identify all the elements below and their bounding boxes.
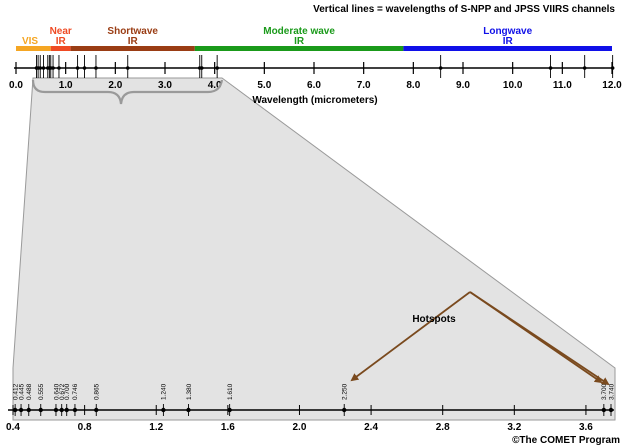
detail-channel-label: 0.746 (72, 383, 79, 400)
band-bar-nir (50, 46, 71, 51)
top-tick-label: 6.0 (307, 80, 321, 91)
top-channel-dot (94, 66, 98, 70)
detail-tick-label: 2.0 (293, 422, 307, 433)
zoom-brace (31, 79, 224, 105)
detail-channel-label: 3.700 (601, 383, 608, 400)
detail-tick-label: 1.2 (149, 422, 163, 433)
detail-channel-label: 0.640 (53, 383, 60, 400)
top-channel-dot (82, 66, 87, 70)
detail-channel-label: 0.488 (26, 383, 33, 400)
detail-channel-label: 3.740 (608, 383, 615, 400)
band-label-nir: Near (50, 26, 72, 37)
top-channel-dot (215, 66, 219, 70)
top-tick-label: 9.0 (456, 80, 470, 91)
detail-tick-label: 1.6 (221, 422, 235, 433)
detail-channel-label: 0.865 (94, 383, 101, 400)
top-channel-dot (51, 66, 55, 70)
header-note: Vertical lines = wavelengths of S-NPP an… (313, 4, 615, 15)
detail-channel-dot (38, 407, 43, 413)
arrow-to-2250 (350, 291, 471, 382)
top-channel-dot (41, 66, 46, 70)
detail-channel-dot (18, 407, 24, 413)
detail-channel-label: 0.412 (12, 383, 19, 400)
band-sublabel-nir: IR (56, 36, 67, 47)
band-bar-vis (16, 46, 51, 51)
top-tick-label: 2.0 (108, 80, 122, 91)
band-bar-swir (70, 46, 195, 51)
hotspot-arrows (350, 291, 610, 386)
band-sublabel-mwir: IR (294, 36, 305, 47)
band-label-mwir: Moderate wave (263, 26, 335, 37)
zoom-region (12, 77, 616, 421)
detail-channel-dot (12, 407, 18, 413)
detail-tick-label: 3.6 (579, 422, 593, 433)
band-sublabel-swir: IR (128, 36, 139, 47)
detail-channel-label: 0.672 (59, 383, 66, 400)
top-tick-label: 10.0 (503, 80, 523, 91)
detail-channel-label: 1.240 (161, 383, 168, 400)
band-label-vis: VIS (22, 36, 38, 47)
detail-channel-dot (601, 407, 607, 413)
detail-tick-label: 3.2 (507, 422, 521, 433)
detail-channel-dot (59, 407, 64, 413)
top-tick-label: 5.0 (257, 80, 271, 91)
detail-tick-label: 0.4 (6, 422, 20, 433)
top-tick-label: 1.0 (59, 80, 73, 91)
top-wavelength-axis: 0.0 1.0 2.0 3.0 4.0 5.0 6.0 7.0 8.0 9.0 10.0 11.0 12… (9, 55, 622, 91)
copyright: ©The COMET Program (512, 435, 620, 446)
detail-channel-dot (72, 407, 78, 413)
detail-channel-dot (53, 407, 59, 413)
top-channel-dot (125, 66, 130, 70)
detail-channel-dot (186, 407, 191, 413)
arrow-to-3740 (469, 291, 610, 386)
detail-channel-dot (608, 407, 614, 413)
top-channel-dot (582, 66, 587, 70)
hotspots-label: Hotspots (412, 314, 456, 325)
detail-tick-label: 2.8 (436, 422, 450, 433)
detail-channel-label: 0.700 (64, 383, 71, 400)
band-sublabel-lwir: IR (503, 36, 514, 47)
band-bar-lwir (403, 46, 612, 51)
top-axis-title: Wavelength (micrometers) (252, 95, 377, 106)
detail-channel-label: 0.555 (38, 383, 45, 400)
detail-channel-dot (26, 407, 31, 413)
band-label-swir: Shortwave (107, 26, 158, 37)
detail-channel-label: 1.610 (227, 383, 234, 400)
top-channel-dot (75, 66, 80, 70)
top-channel-dot (38, 66, 43, 70)
top-tick-label: 8.0 (406, 80, 420, 91)
band-bar-mwir (194, 46, 404, 51)
top-tick-label: 12.0 (602, 80, 622, 91)
detail-channel-dot (161, 407, 166, 413)
top-channel-dot (199, 66, 204, 70)
detail-channel-label: 0.445 (18, 383, 25, 400)
detail-channel-dot (227, 407, 232, 413)
band-label-lwir: Longwave (483, 26, 532, 37)
detail-channel-label: 2.250 (342, 383, 349, 400)
detail-tick-label: 0.8 (78, 422, 92, 433)
detail-channel-dot (64, 407, 69, 413)
top-tick-label: 11.0 (553, 80, 572, 91)
detail-channel-dot (94, 407, 99, 413)
detail-tick-label: 2.4 (364, 422, 378, 433)
top-tick-label: 3.0 (158, 80, 172, 91)
top-channel-dot (610, 66, 615, 70)
detail-channel-dot (342, 407, 347, 413)
top-tick-label: 4.0 (208, 80, 222, 91)
top-tick-label: 7.0 (357, 80, 371, 91)
top-channel-dot (548, 66, 553, 70)
top-channel-dot (438, 66, 443, 70)
top-channel-dot (57, 66, 61, 70)
top-tick-label: 0.0 (9, 80, 23, 91)
detail-channel-label: 1.380 (186, 383, 193, 400)
